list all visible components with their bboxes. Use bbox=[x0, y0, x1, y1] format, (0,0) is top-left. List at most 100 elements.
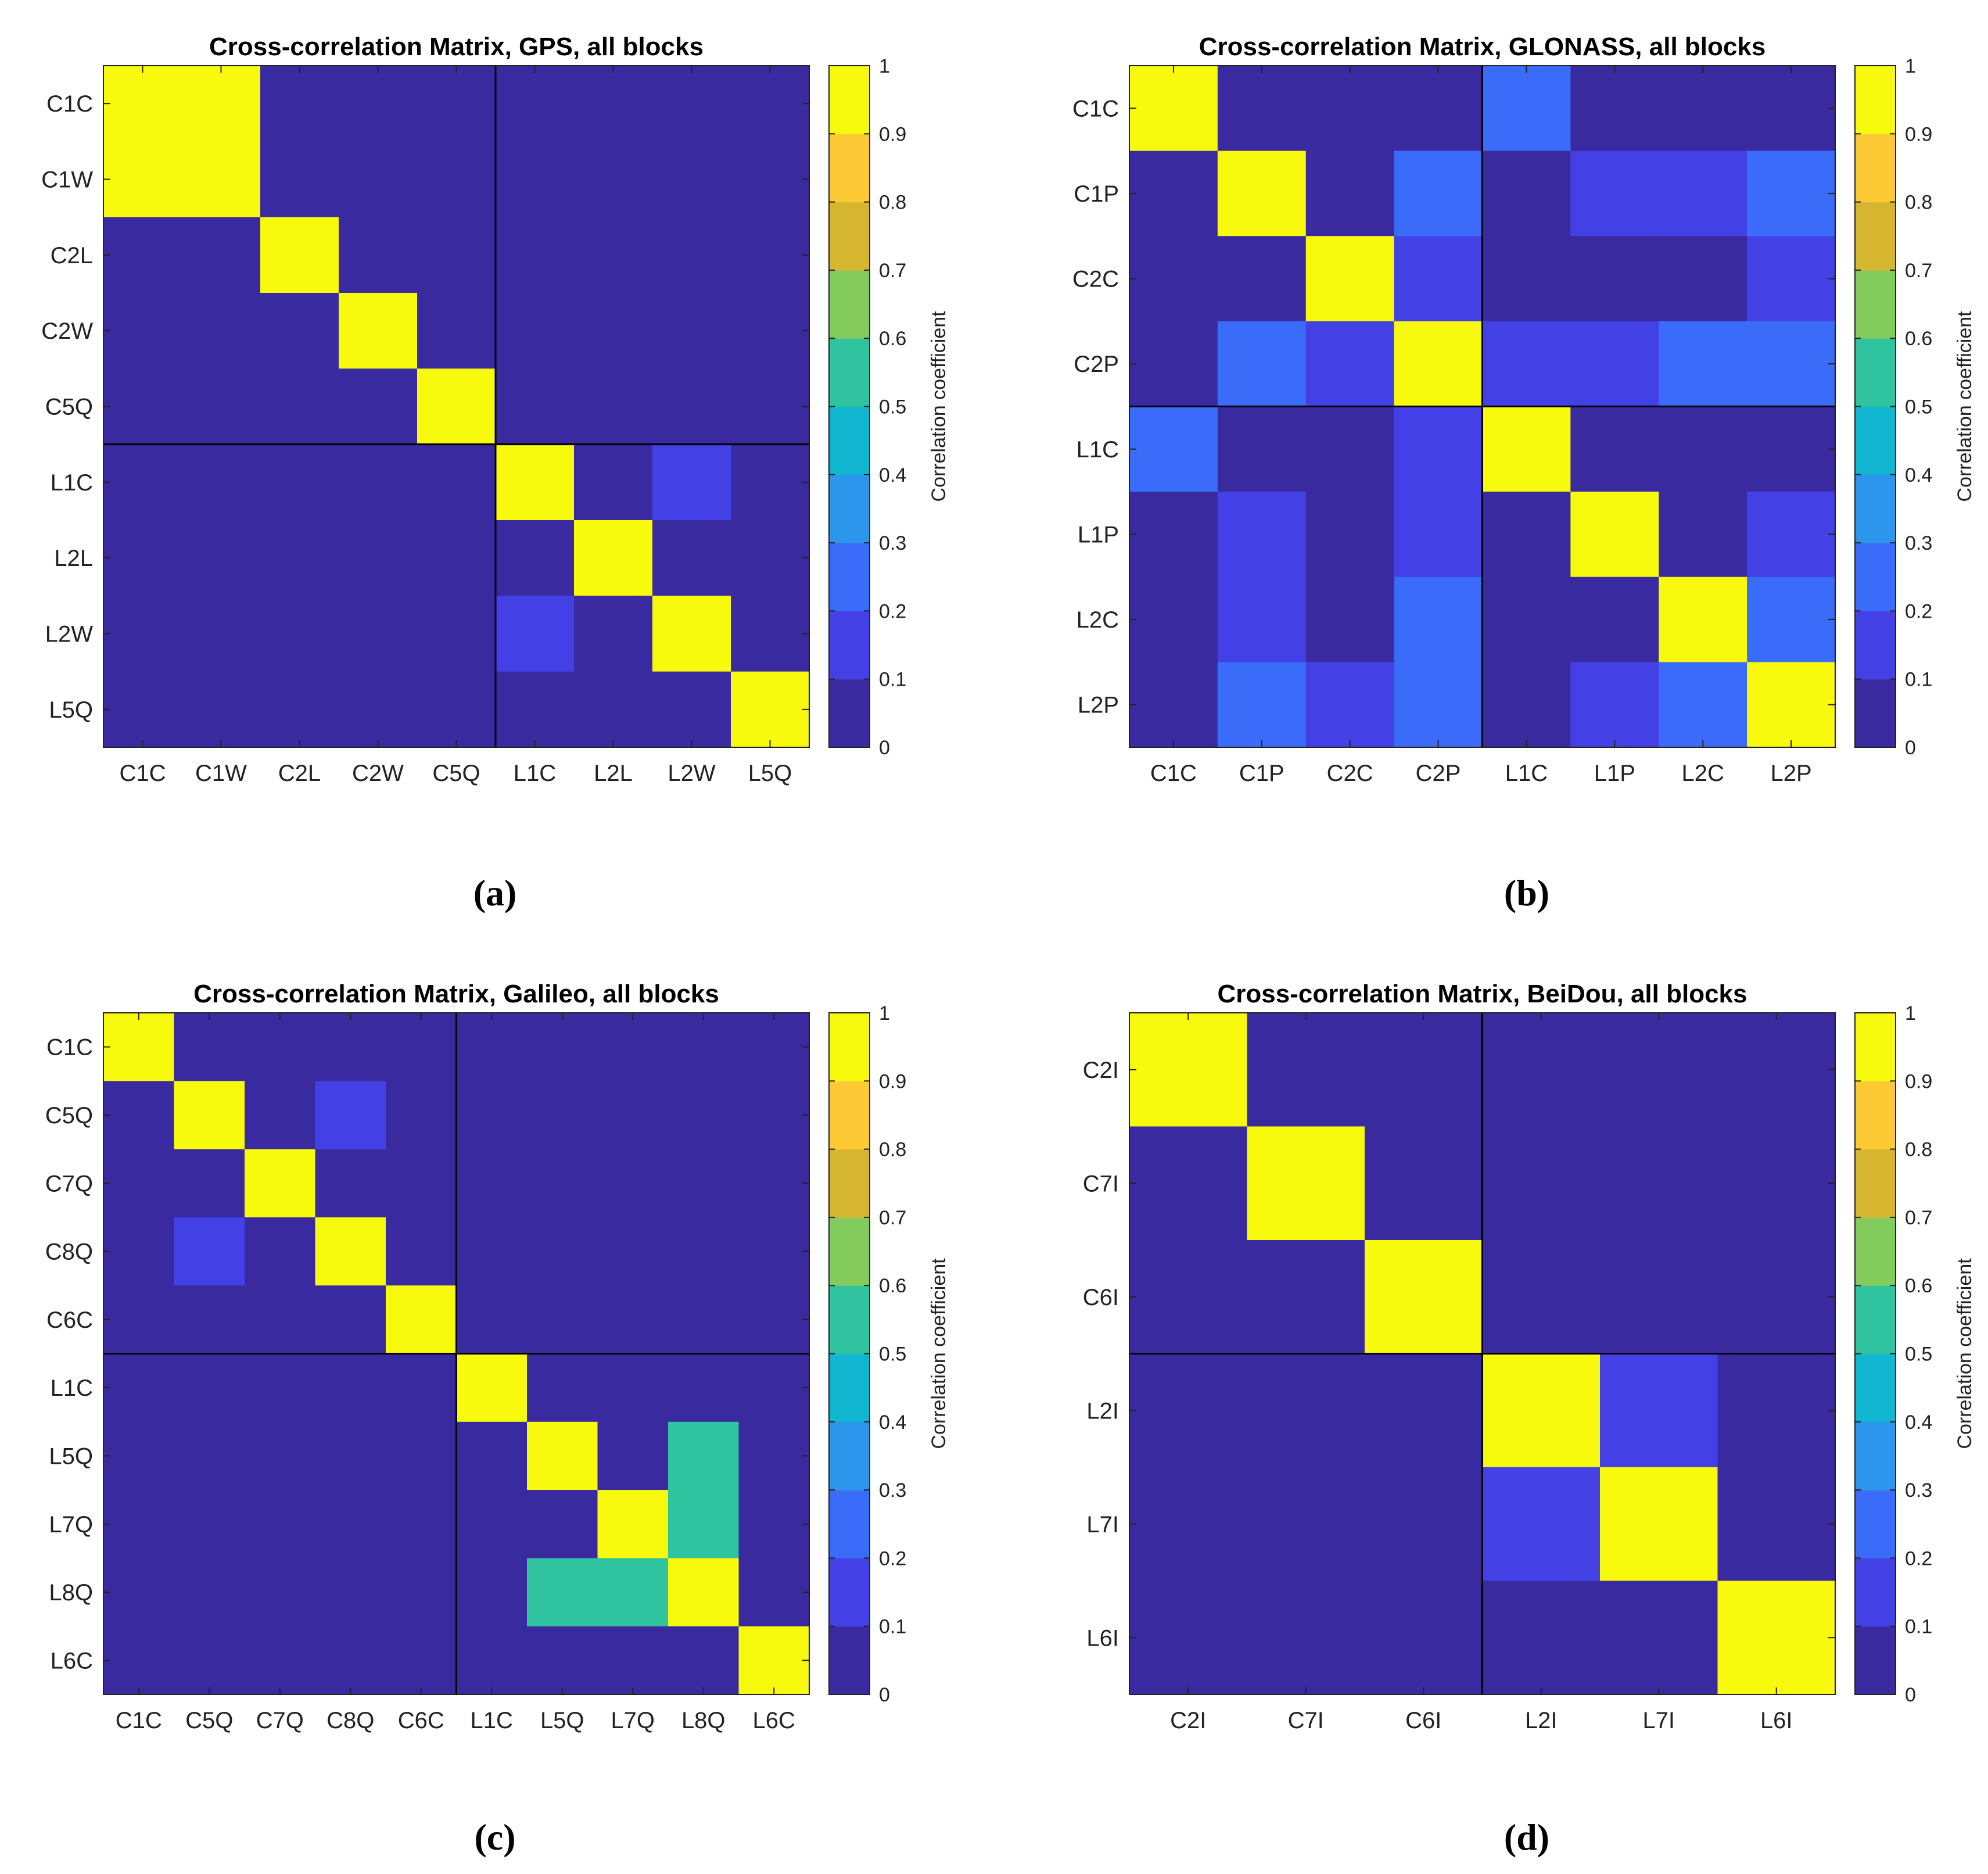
heatmap-cell-L1C-L2L bbox=[574, 444, 653, 521]
heatmap-cell-C2P-L2C bbox=[1659, 321, 1747, 407]
heatmap-cell-C2P-C2P bbox=[1394, 321, 1483, 407]
colorbar-tick-label: 0.4 bbox=[879, 1411, 906, 1434]
x-tick-label: L2I bbox=[1525, 1708, 1558, 1733]
y-tick-label: L7I bbox=[1086, 1512, 1119, 1538]
heatmap-glonass: Cross-correlation Matrix, GLONASS, all b… bbox=[1072, 33, 1976, 786]
heatmap-cell-C1C-C1W bbox=[182, 66, 261, 142]
colorbar-tick-label: 0.3 bbox=[1905, 1479, 1932, 1502]
heatmap-cell-C8Q-L5Q bbox=[527, 1217, 598, 1286]
heatmap-cell-L7I-C2I bbox=[1129, 1467, 1248, 1582]
heatmap-cell-L2P-L2C bbox=[1659, 662, 1747, 748]
heatmap-cell-C1C-L2C bbox=[1659, 66, 1747, 152]
heatmap-cell-L2C-C1C bbox=[1129, 576, 1218, 662]
colorbar-tick-label: 1 bbox=[1905, 1002, 1916, 1024]
heatmap-cell-C2I-L2I bbox=[1482, 1013, 1601, 1127]
colorbar-tick-label: 0.5 bbox=[879, 1343, 906, 1366]
colorbar-segment bbox=[1855, 1626, 1896, 1695]
heatmap-cell-L2L-C1C bbox=[103, 520, 182, 596]
heatmap-cell-L5Q-C6C bbox=[386, 1421, 457, 1490]
heatmap-cell-C6C-L6C bbox=[738, 1285, 810, 1355]
heatmap-cell-L1C-C2L bbox=[260, 444, 339, 521]
x-tick-label: L2P bbox=[1770, 761, 1811, 786]
heatmap-cell-C2P-L1C bbox=[1482, 321, 1571, 407]
colorbar-tick-label: 0.7 bbox=[879, 260, 906, 282]
heatmap-cell-L2W-L1C bbox=[496, 596, 575, 672]
x-tick-label: L7Q bbox=[611, 1708, 655, 1733]
x-tick-label: C6I bbox=[1405, 1708, 1441, 1733]
heatmap-cell-C8Q-C6C bbox=[386, 1217, 457, 1286]
colorbar-segment bbox=[829, 1081, 870, 1150]
heatmap-cell-L5Q-L1C bbox=[456, 1421, 527, 1490]
x-tick-label: C5Q bbox=[185, 1708, 233, 1733]
heatmap-cell-L7Q-C5Q bbox=[174, 1490, 245, 1558]
chart-title: Cross-correlation Matrix, Galileo, all b… bbox=[193, 980, 719, 1008]
heatmap-cell-L5Q-C2W bbox=[339, 671, 418, 748]
heatmap-cell-L1C-L5Q bbox=[527, 1353, 598, 1422]
heatmap-cell-L2P-L2P bbox=[1747, 662, 1836, 748]
heatmap-cell-C2W-L1C bbox=[496, 293, 575, 369]
heatmap-cell-C1C-C7Q bbox=[245, 1013, 316, 1081]
colorbar-tick-label: 0.8 bbox=[879, 192, 906, 214]
heatmap-cell-L2L-L5Q bbox=[731, 520, 810, 596]
heatmap-cell-C1P-C1P bbox=[1217, 151, 1307, 237]
heatmap-cell-C6C-L1C bbox=[456, 1285, 527, 1355]
colorbar-segment bbox=[829, 134, 870, 203]
heatmap-cell-L1P-C1P bbox=[1217, 492, 1307, 578]
caption-d: (d) bbox=[1503, 1816, 1550, 1858]
heatmap-cell-C1C-C2W bbox=[339, 66, 418, 142]
y-tick-label: C6C bbox=[46, 1307, 93, 1333]
heatmap-cell-L1C-L1C bbox=[496, 444, 575, 521]
colorbar-segment bbox=[1855, 474, 1896, 543]
heatmap-cell-C6C-C1C bbox=[103, 1285, 175, 1355]
heatmap-cell-C8Q-C1C bbox=[103, 1217, 175, 1286]
colorbar-segment bbox=[1855, 1285, 1896, 1355]
y-tick-label: C2C bbox=[1072, 267, 1119, 292]
colorbar-segment bbox=[829, 338, 870, 407]
heatmap-cell-C1P-L2P bbox=[1747, 151, 1836, 237]
heatmap-cell-C5Q-C2W bbox=[339, 368, 418, 445]
heatmap-cell-L6C-L7Q bbox=[597, 1626, 669, 1695]
colorbar-tick-label: 0.5 bbox=[1905, 396, 1932, 418]
heatmap-cell-L7Q-C1C bbox=[103, 1490, 175, 1558]
heatmap-cell-L5Q-L2L bbox=[574, 671, 653, 748]
axes-frame bbox=[1129, 1012, 1836, 1695]
x-tick-label: C1W bbox=[195, 761, 247, 786]
heatmap-cell-C1C-L7Q bbox=[597, 1013, 669, 1081]
heatmap-cell-L2P-L1P bbox=[1570, 662, 1659, 748]
heatmap-cell-L8Q-C7Q bbox=[245, 1558, 316, 1627]
heatmap-cell-L2I-L7I bbox=[1600, 1353, 1718, 1468]
heatmap-cell-L5Q-C8Q bbox=[315, 1421, 386, 1490]
heatmap-cell-C2I-C2I bbox=[1129, 1013, 1248, 1127]
colorbar-segment bbox=[829, 1217, 870, 1286]
x-tick-label: L1C bbox=[1505, 761, 1548, 786]
colorbar-segment bbox=[1855, 1081, 1896, 1150]
heatmap-cell-C2L-L2W bbox=[652, 217, 731, 293]
heatmap-cell-L1C-C5Q bbox=[417, 444, 496, 521]
y-tick-label: L2W bbox=[45, 622, 93, 647]
heatmap-cell-L1C-C2P bbox=[1394, 406, 1483, 492]
heatmap-cell-L2L-C2L bbox=[260, 520, 339, 596]
heatmap-cell-L2C-L2C bbox=[1659, 576, 1747, 662]
heatmap-cell-C1W-C2L bbox=[260, 141, 339, 218]
heatmap-cell-L1C-L8Q bbox=[668, 1353, 740, 1422]
colorbar-segment bbox=[1855, 1490, 1896, 1558]
x-tick-label: L2L bbox=[594, 761, 633, 786]
heatmap-cell-C5Q-L8Q bbox=[668, 1081, 740, 1150]
heatmap-cell-L5Q-L6C bbox=[738, 1421, 810, 1490]
x-tick-label: L1P bbox=[1594, 761, 1635, 786]
heatmap-cell-C7Q-L6C bbox=[738, 1149, 810, 1218]
heatmap-cell-L1P-L1P bbox=[1570, 492, 1659, 578]
colorbar-tick-label: 0 bbox=[879, 737, 890, 759]
heatmap-cell-L6C-C8Q bbox=[315, 1626, 386, 1695]
y-tick-label: C1C bbox=[46, 91, 93, 117]
heatmap-cell-C7I-C2I bbox=[1129, 1126, 1248, 1241]
y-tick-label: C8Q bbox=[45, 1239, 93, 1265]
x-tick-label: C2I bbox=[1170, 1708, 1206, 1733]
x-tick-label: C2W bbox=[352, 761, 404, 786]
colorbar-tick-label: 0.8 bbox=[1905, 1139, 1932, 1161]
heatmap-cell-L1C-L1C bbox=[1482, 406, 1571, 492]
heatmap-cell-L1C-C1C bbox=[1129, 406, 1218, 492]
heatmap-cell-C7I-L6I bbox=[1717, 1126, 1836, 1241]
heatmap-cell-L6I-C2I bbox=[1129, 1581, 1248, 1695]
y-tick-label: C2P bbox=[1074, 352, 1119, 377]
